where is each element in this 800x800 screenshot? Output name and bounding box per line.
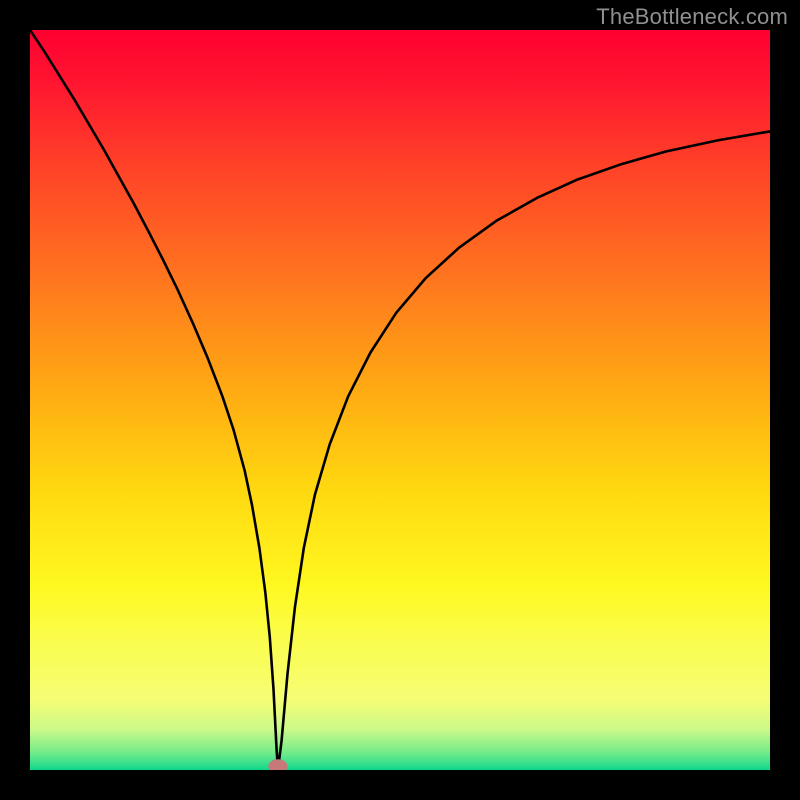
plot-area <box>30 30 770 770</box>
chart-background <box>30 30 770 770</box>
figure-root: TheBottleneck.com <box>0 0 800 800</box>
chart-svg <box>30 30 770 770</box>
watermark-text: TheBottleneck.com <box>596 4 788 30</box>
